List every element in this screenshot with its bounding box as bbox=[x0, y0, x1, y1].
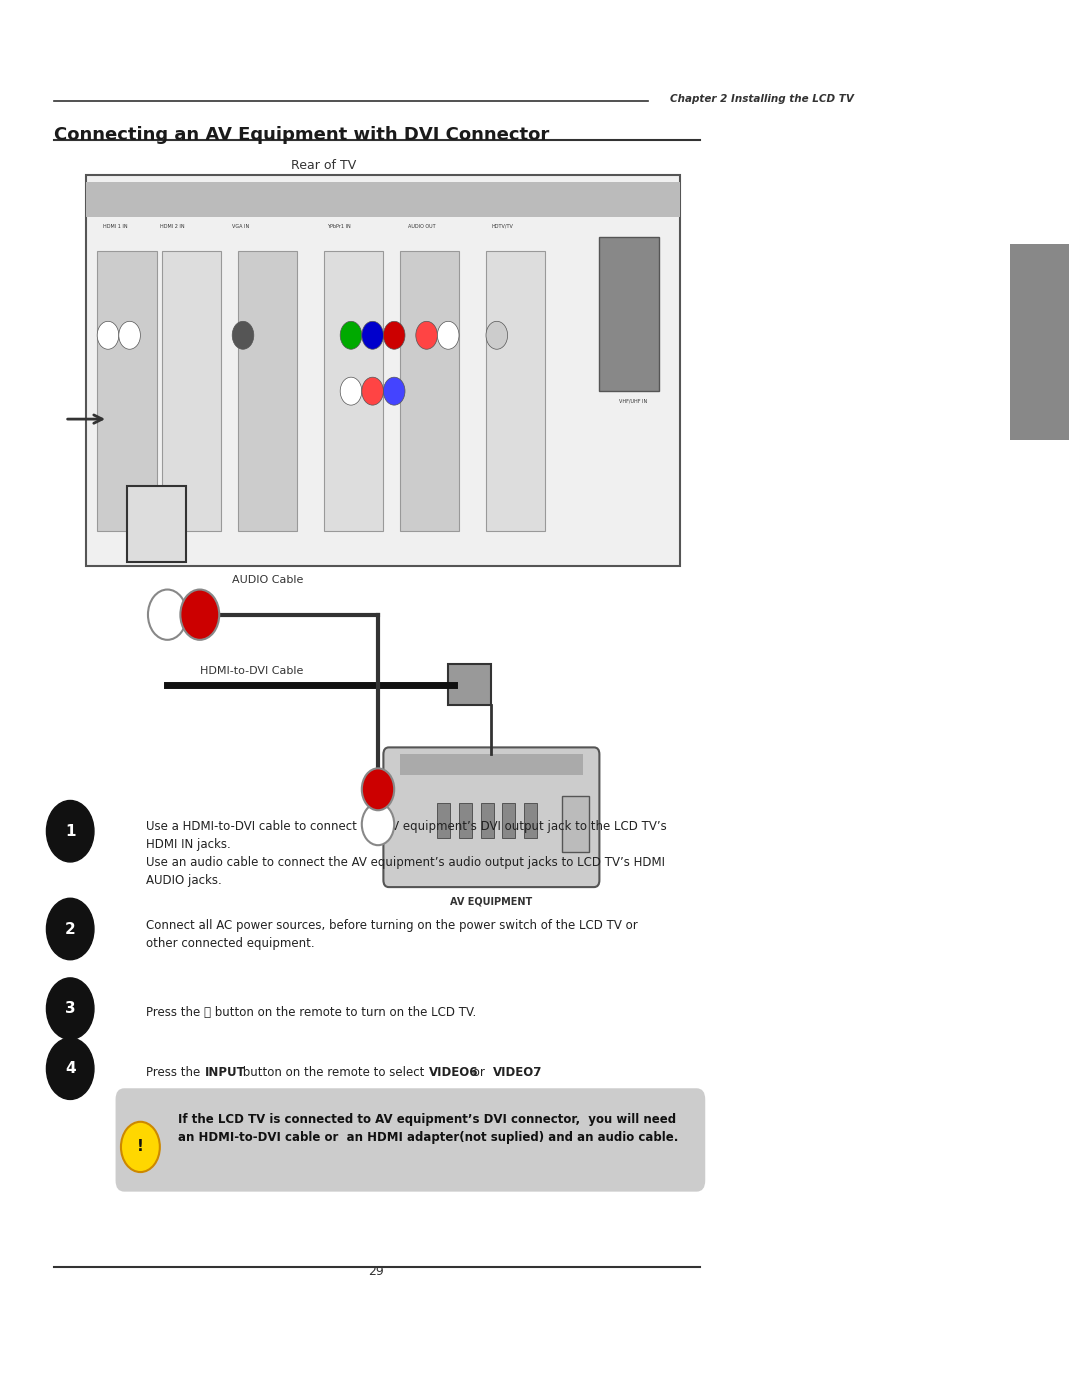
FancyBboxPatch shape bbox=[324, 251, 383, 531]
Text: VIDEO7: VIDEO7 bbox=[492, 1066, 542, 1078]
Text: HDMI-to-DVI Cable: HDMI-to-DVI Cable bbox=[200, 665, 303, 676]
Circle shape bbox=[362, 768, 394, 810]
Text: 29: 29 bbox=[368, 1264, 383, 1278]
FancyBboxPatch shape bbox=[502, 803, 515, 838]
Text: Rear of TV: Rear of TV bbox=[292, 159, 356, 172]
Text: 3: 3 bbox=[65, 1002, 76, 1016]
Circle shape bbox=[362, 321, 383, 349]
Text: 2: 2 bbox=[65, 922, 76, 936]
Circle shape bbox=[232, 321, 254, 349]
Text: VGA IN: VGA IN bbox=[232, 224, 249, 229]
Text: Connecting an AV Equipment with DVI Connector: Connecting an AV Equipment with DVI Conn… bbox=[54, 126, 550, 144]
FancyBboxPatch shape bbox=[448, 664, 491, 705]
Text: Press the: Press the bbox=[146, 1066, 204, 1078]
FancyBboxPatch shape bbox=[486, 251, 545, 531]
FancyBboxPatch shape bbox=[86, 175, 680, 566]
Circle shape bbox=[148, 590, 187, 640]
Text: AUDIO OUT: AUDIO OUT bbox=[408, 224, 436, 229]
Text: HDMI 2 IN: HDMI 2 IN bbox=[160, 224, 185, 229]
Circle shape bbox=[383, 321, 405, 349]
FancyBboxPatch shape bbox=[127, 486, 186, 562]
Text: YPbPr1 IN: YPbPr1 IN bbox=[327, 224, 351, 229]
Text: VHF/UHF IN: VHF/UHF IN bbox=[619, 398, 647, 404]
Circle shape bbox=[340, 377, 362, 405]
FancyBboxPatch shape bbox=[400, 251, 459, 531]
Text: Use a HDMI-to-DVI cable to connect the AV equipment’s DVI output jack to the LCD: Use a HDMI-to-DVI cable to connect the A… bbox=[146, 820, 666, 887]
FancyBboxPatch shape bbox=[524, 803, 537, 838]
Text: or: or bbox=[469, 1066, 488, 1078]
Circle shape bbox=[486, 321, 508, 349]
Text: ENGLISH: ENGLISH bbox=[1035, 316, 1044, 369]
Text: INPUT: INPUT bbox=[205, 1066, 246, 1078]
FancyBboxPatch shape bbox=[599, 237, 659, 391]
FancyBboxPatch shape bbox=[481, 803, 494, 838]
Circle shape bbox=[46, 1038, 94, 1099]
FancyBboxPatch shape bbox=[1010, 239, 1069, 446]
Circle shape bbox=[119, 321, 140, 349]
Text: AV EQUIPMENT: AV EQUIPMENT bbox=[450, 897, 532, 907]
Circle shape bbox=[46, 978, 94, 1039]
Text: AUDIO Cable: AUDIO Cable bbox=[232, 574, 303, 585]
Circle shape bbox=[437, 321, 459, 349]
Text: Chapter 2 Installing the LCD TV: Chapter 2 Installing the LCD TV bbox=[670, 94, 853, 105]
Text: !: ! bbox=[137, 1140, 144, 1154]
Text: button on the remote to select: button on the remote to select bbox=[239, 1066, 428, 1078]
Circle shape bbox=[46, 800, 94, 862]
FancyBboxPatch shape bbox=[400, 754, 583, 775]
Circle shape bbox=[383, 377, 405, 405]
FancyBboxPatch shape bbox=[383, 747, 599, 887]
FancyBboxPatch shape bbox=[238, 251, 297, 531]
FancyBboxPatch shape bbox=[437, 803, 450, 838]
Text: 4: 4 bbox=[65, 1062, 76, 1076]
Text: Press the ⏻ button on the remote to turn on the LCD TV.: Press the ⏻ button on the remote to turn… bbox=[146, 1006, 476, 1018]
Circle shape bbox=[180, 590, 219, 640]
Circle shape bbox=[97, 321, 119, 349]
FancyBboxPatch shape bbox=[562, 796, 589, 852]
Circle shape bbox=[362, 803, 394, 845]
Circle shape bbox=[416, 321, 437, 349]
FancyBboxPatch shape bbox=[86, 182, 680, 217]
Text: If the LCD TV is connected to AV equipment’s DVI connector,  you will need
an HD: If the LCD TV is connected to AV equipme… bbox=[178, 1113, 678, 1144]
FancyBboxPatch shape bbox=[116, 1088, 705, 1192]
Circle shape bbox=[340, 321, 362, 349]
Circle shape bbox=[46, 898, 94, 960]
Text: VIDEO6: VIDEO6 bbox=[429, 1066, 478, 1078]
Text: .: . bbox=[532, 1066, 537, 1078]
Circle shape bbox=[362, 377, 383, 405]
Text: HDMI 1 IN: HDMI 1 IN bbox=[103, 224, 127, 229]
FancyBboxPatch shape bbox=[97, 251, 157, 531]
FancyBboxPatch shape bbox=[162, 251, 221, 531]
FancyBboxPatch shape bbox=[459, 803, 472, 838]
Text: 1: 1 bbox=[65, 824, 76, 838]
Text: Connect all AC power sources, before turning on the power switch of the LCD TV o: Connect all AC power sources, before tur… bbox=[146, 919, 637, 950]
Text: HDTV/TV: HDTV/TV bbox=[491, 224, 513, 229]
Circle shape bbox=[121, 1122, 160, 1172]
